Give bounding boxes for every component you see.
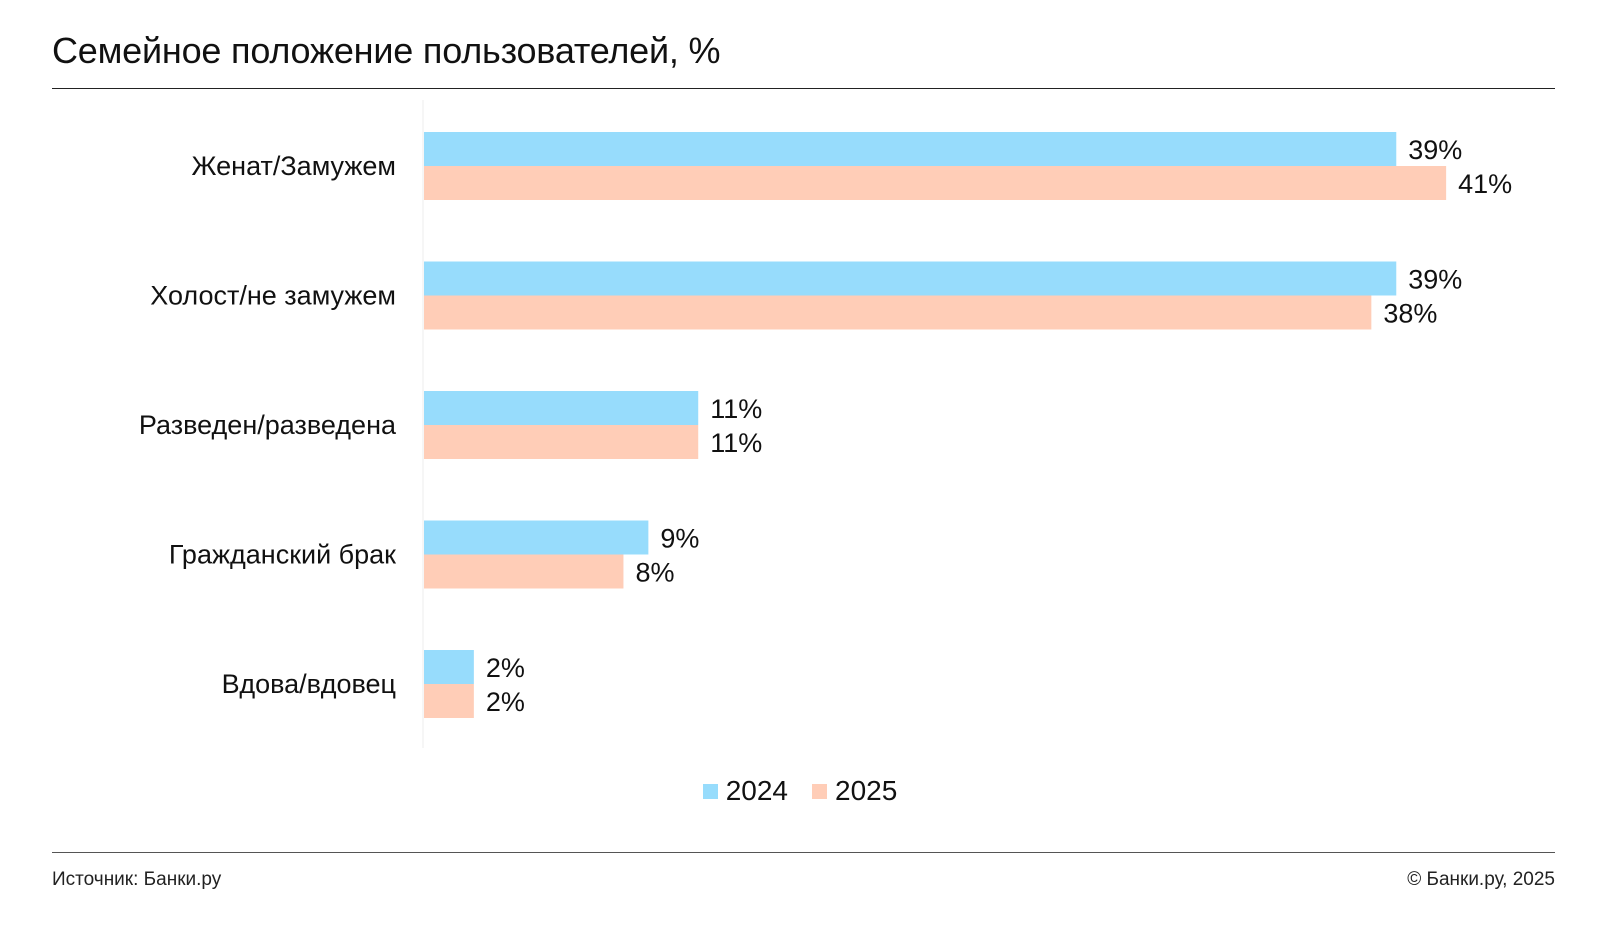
data-label-2025: 2% <box>486 687 525 717</box>
bar-2025 <box>424 554 624 589</box>
source-note: Источник: Банки.ру <box>52 869 222 890</box>
category-label: Женат/Замужем <box>192 151 396 181</box>
category-label: Разведен/разведена <box>139 410 397 440</box>
bar-2024 <box>424 391 699 425</box>
marital-status-chart: Женат/Замужем 39% 41% Холост/не замужем 39% 3… <box>139 100 1512 748</box>
bar-2025 <box>424 295 1372 330</box>
bar-2025 <box>424 166 1447 200</box>
legend-swatch-2024 <box>702 783 718 799</box>
bar-2024 <box>424 650 474 684</box>
copyright-note: © Банки.ру, 2025 <box>1407 869 1555 890</box>
title-divider <box>52 88 1555 89</box>
category-label: Вдова/вдовец <box>222 669 396 699</box>
bar-2025 <box>424 425 699 459</box>
data-label-2024: 2% <box>486 653 525 683</box>
legend-item-2024: 2024 <box>702 775 788 807</box>
footer-divider <box>52 852 1555 853</box>
bar-2024 <box>424 261 1397 296</box>
legend-label-2025: 2025 <box>835 775 898 806</box>
category-label: Гражданский брак <box>169 540 396 570</box>
data-label-2025: 41% <box>1458 169 1512 199</box>
bar-2024 <box>424 132 1397 166</box>
data-label-2025: 8% <box>635 558 674 588</box>
data-label-2024: 39% <box>1408 135 1462 165</box>
bar-2024 <box>424 520 649 555</box>
data-label-2024: 9% <box>660 524 699 554</box>
bar-2025 <box>424 684 474 718</box>
legend-swatch-2025 <box>812 783 827 799</box>
data-label-2025: 38% <box>1383 299 1437 329</box>
chart-legend: 2024 2025 <box>0 775 1600 807</box>
legend-item-2025: 2025 <box>812 775 897 807</box>
category-label: Холост/не замужем <box>150 281 396 311</box>
legend-label-2024: 2024 <box>725 775 788 806</box>
data-label-2025: 11% <box>710 428 762 458</box>
data-label-2024: 11% <box>710 394 762 424</box>
data-label-2024: 39% <box>1408 265 1462 295</box>
page-title: Семейное положение пользователей, % <box>52 30 721 71</box>
